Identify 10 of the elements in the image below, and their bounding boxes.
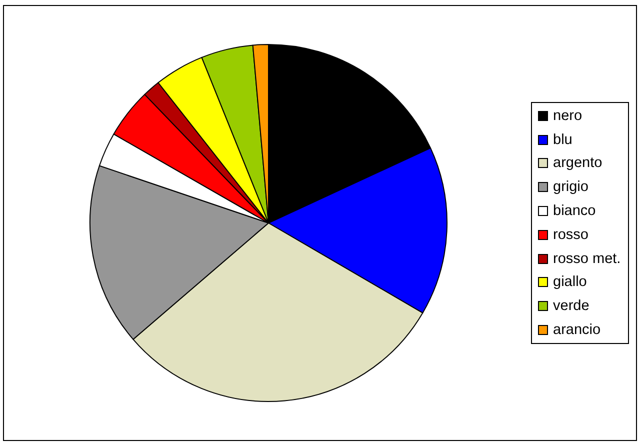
legend-label: giallo (553, 274, 587, 290)
legend-label: nero (553, 108, 582, 124)
legend-label: bianco (553, 203, 596, 220)
legend-label: arancio (553, 322, 601, 338)
legend-label: verde (553, 298, 590, 314)
legend-label: grigio (553, 179, 588, 196)
legend-label: rosso met. (553, 250, 621, 267)
legend-label: argento (553, 155, 602, 172)
legend-label: rosso (553, 226, 588, 243)
legend-label: blu (553, 132, 572, 148)
